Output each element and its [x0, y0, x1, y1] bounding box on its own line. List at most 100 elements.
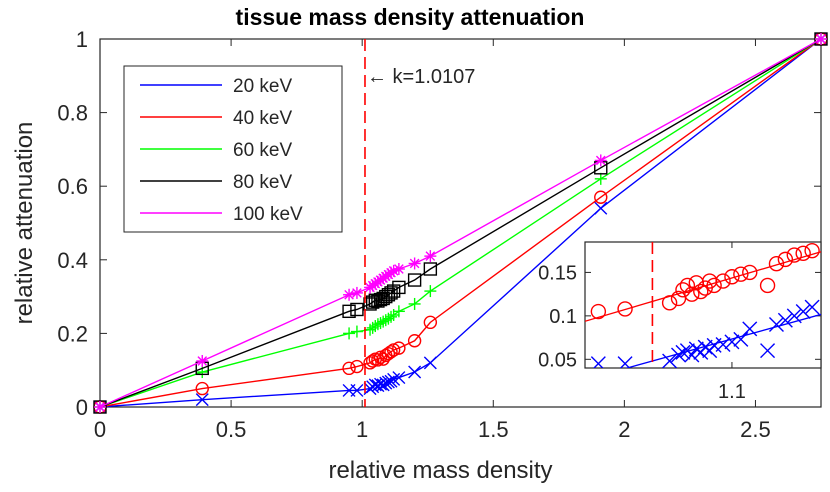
- data-point: [408, 297, 421, 310]
- k-annotation: ← k=1.0107: [367, 66, 475, 88]
- data-point: [195, 393, 209, 407]
- data-point: [815, 33, 827, 45]
- data-point: [387, 264, 400, 277]
- inset-data-point: [679, 277, 696, 294]
- x-tick-label: 1: [356, 417, 368, 442]
- data-point: [365, 354, 380, 368]
- data-point: [343, 288, 356, 301]
- legend-label: 60 keV: [233, 140, 292, 161]
- chart-title: tissue mass density attenuation: [236, 4, 585, 30]
- inset-data-point: [768, 317, 784, 333]
- data-point: [374, 377, 388, 391]
- data-point: [385, 310, 398, 323]
- inset-data-point: [759, 277, 776, 294]
- data-point: [392, 305, 405, 318]
- data-point: [407, 273, 422, 287]
- inset-data-point: [733, 266, 749, 282]
- x-tick-label: 0.5: [216, 417, 247, 442]
- legend-item: 60 keV: [140, 140, 292, 161]
- inset-series-20-kev: [590, 299, 821, 368]
- inset-data-point: [617, 301, 633, 317]
- inset-data-point: [706, 277, 722, 294]
- inset-data-point: [804, 299, 820, 315]
- inset-data-point: [662, 353, 678, 368]
- inset-data-point: [693, 283, 709, 300]
- series-20-kev: [93, 32, 828, 414]
- series-line: [99, 38, 822, 408]
- data-point: [594, 201, 608, 215]
- data-point: [343, 327, 356, 340]
- x-tick-label: 0: [94, 417, 106, 442]
- y-tick-label: 0.4: [57, 248, 88, 273]
- data-point: [350, 359, 364, 374]
- data-point: [371, 353, 385, 367]
- legend-label: 80 keV: [233, 172, 292, 193]
- data-point: [386, 284, 401, 298]
- data-point: [384, 345, 398, 359]
- data-point: [195, 381, 209, 396]
- x-axis-label: relative mass density: [328, 457, 552, 484]
- data-point: [350, 286, 363, 299]
- legend-label: 20 keV: [233, 76, 292, 97]
- inset-plot: 0.05 0.1 0.15 1.1: [538, 241, 822, 403]
- data-point: [369, 320, 382, 333]
- main-plot: tissue mass density attenuation 0 0.5 1 1.5 2…: [11, 4, 828, 484]
- inset-data-point: [675, 282, 691, 298]
- series-100-kev: [94, 33, 827, 413]
- legend-label: 40 keV: [233, 108, 292, 129]
- data-point: [594, 154, 607, 167]
- inset-data-point: [661, 295, 678, 311]
- data-point: [423, 262, 438, 276]
- data-point: [392, 280, 406, 295]
- inset-data-point: [742, 264, 758, 281]
- y-tick-label: 0.2: [57, 321, 88, 346]
- data-point: [408, 365, 422, 379]
- inset-data-point: [777, 251, 794, 268]
- data-point: [423, 315, 438, 330]
- data-point: [392, 263, 405, 275]
- legend-item: 100 keV: [140, 204, 303, 225]
- y-tick-label: 1: [76, 27, 88, 52]
- inset-data-point: [617, 356, 633, 368]
- data-point: [424, 250, 437, 263]
- data-point: [424, 285, 437, 298]
- inset-data-point: [795, 245, 811, 261]
- legend-item: 80 keV: [140, 172, 292, 193]
- data-point: [371, 379, 385, 393]
- inset-y-tick-label: 0.1: [549, 306, 577, 328]
- series-60-kev: [94, 33, 827, 413]
- data-point: [196, 355, 209, 367]
- data-point: [342, 361, 356, 376]
- inset-data-point: [804, 242, 820, 259]
- inset-data-point: [724, 334, 740, 350]
- plot-frame: [99, 38, 822, 408]
- data-point: [381, 288, 396, 302]
- data-point: [374, 317, 387, 330]
- data-point: [392, 341, 406, 355]
- inset-data-point: [670, 290, 687, 307]
- data-point: [342, 304, 356, 319]
- y-tick-label: 0.8: [57, 101, 88, 126]
- data-point: [94, 401, 106, 413]
- data-point: [407, 334, 422, 348]
- legend-item: 20 keV: [140, 76, 292, 97]
- series-line: [99, 38, 822, 408]
- data-point: [423, 356, 437, 370]
- y-axis-label: relative attenuation: [11, 122, 38, 325]
- x-tick-label: 2.5: [740, 417, 771, 442]
- inset-data-point: [715, 273, 731, 289]
- y-tick-label: 0: [76, 395, 88, 420]
- series-40-kev: [93, 32, 828, 414]
- data-point: [368, 293, 382, 307]
- inset-data-point: [768, 256, 785, 272]
- inset-data-point: [777, 312, 793, 328]
- inset-x-tick-label: 1.1: [718, 381, 746, 403]
- inset-data-point: [671, 347, 687, 363]
- legend-label: 100 keV: [233, 204, 303, 225]
- inset-data-point: [590, 303, 607, 320]
- inset-y-tick-label: 0.15: [538, 262, 577, 284]
- inset-series-line: [624, 313, 821, 368]
- data-point: [350, 383, 364, 397]
